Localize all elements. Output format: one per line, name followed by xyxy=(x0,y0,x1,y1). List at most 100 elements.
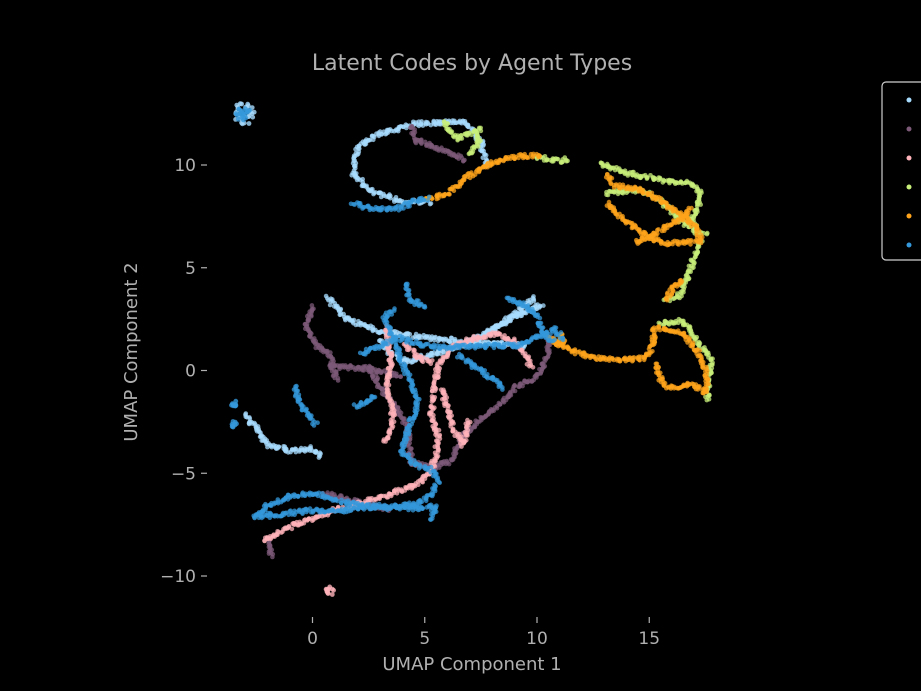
scatter-point xyxy=(410,198,415,203)
scatter-point xyxy=(695,186,700,192)
y-tick-label: −10 xyxy=(160,567,196,587)
scatter-point xyxy=(429,394,435,399)
scatter-point xyxy=(486,341,491,347)
scatter-point xyxy=(338,508,343,514)
scatter-point xyxy=(401,124,406,130)
scatter-point xyxy=(466,151,472,157)
scatter-point xyxy=(707,393,712,398)
scatter-point xyxy=(391,408,397,413)
scatter-point xyxy=(458,136,463,141)
scatter-point xyxy=(556,332,561,338)
scatter-point xyxy=(481,330,486,336)
scatter-point xyxy=(421,355,426,360)
scatter-point xyxy=(497,402,503,407)
scatter-point xyxy=(355,500,361,506)
scatter-point xyxy=(469,170,474,175)
scatter-point xyxy=(418,302,423,307)
scatter-point xyxy=(387,505,393,510)
scatter-point xyxy=(614,212,620,217)
scatter-point xyxy=(308,444,313,449)
scatter-point xyxy=(461,438,467,443)
scatter-point xyxy=(512,156,517,162)
scatter-point xyxy=(694,203,700,209)
scatter-point xyxy=(246,121,252,126)
scatter-point xyxy=(295,494,301,500)
scatter-point xyxy=(323,586,329,592)
scatter-point xyxy=(675,386,681,391)
scatter-point xyxy=(362,365,367,370)
scatter-point xyxy=(447,339,452,345)
scatter-point xyxy=(450,428,456,434)
scatter-point xyxy=(356,318,361,324)
scatter-point xyxy=(370,186,375,192)
scatter-point xyxy=(606,199,612,205)
y-axis-label: UMAP Component 2 xyxy=(121,262,142,441)
scatter-point xyxy=(458,120,463,125)
scatter-point xyxy=(369,133,375,139)
scatter-point xyxy=(372,506,378,511)
scatter-point xyxy=(527,363,532,369)
scatter-point xyxy=(445,121,450,126)
scatter-point xyxy=(463,359,469,365)
scatter-point xyxy=(434,438,439,444)
scatter-point xyxy=(328,296,334,302)
scatter-point xyxy=(416,466,422,471)
scatter-point xyxy=(235,116,241,122)
legend-marker xyxy=(906,213,912,219)
scatter-point xyxy=(676,316,682,322)
scatter-point xyxy=(663,296,669,302)
scatter-point xyxy=(408,337,413,343)
scatter-point xyxy=(630,225,636,230)
scatter-point xyxy=(388,207,394,213)
scatter-point xyxy=(465,171,470,177)
scatter-point xyxy=(410,341,415,346)
scatter-point xyxy=(247,416,253,421)
scatter-point xyxy=(478,344,484,349)
scatter-point xyxy=(410,126,416,131)
scatter-point xyxy=(407,417,412,422)
scatter-point xyxy=(480,155,486,161)
scatter-point xyxy=(476,144,481,149)
scatter-point xyxy=(478,147,483,153)
scatter-point xyxy=(293,446,298,452)
scatter-point xyxy=(266,551,272,556)
scatter-point xyxy=(283,446,289,452)
scatter-point xyxy=(675,294,681,300)
scatter-point xyxy=(637,358,642,363)
scatter-point xyxy=(611,185,617,190)
scatter-point xyxy=(303,407,309,413)
scatter-point xyxy=(501,344,507,350)
scatter-point xyxy=(521,300,526,305)
y-tick-label: 5 xyxy=(185,259,196,279)
scatter-point xyxy=(327,302,333,308)
scatter-point xyxy=(673,207,678,212)
scatter-point xyxy=(279,530,284,535)
scatter-point xyxy=(620,216,626,221)
scatter-point xyxy=(436,345,442,351)
scatter-point xyxy=(529,378,535,384)
scatter-point xyxy=(394,128,399,133)
scatter-point xyxy=(512,383,517,389)
scatter-point xyxy=(451,120,456,126)
axes: 0 5 10 15 10 5 0 −5 −10 xyxy=(160,156,660,649)
legend-marker xyxy=(906,126,912,132)
scatter-point xyxy=(397,349,402,354)
scatter-point xyxy=(455,354,460,360)
scatter-point xyxy=(682,322,688,328)
scatter-point xyxy=(415,479,421,484)
scatter-point xyxy=(484,157,489,162)
scatter-point xyxy=(652,175,657,181)
scatter-point xyxy=(371,327,376,333)
scatter-point xyxy=(258,434,264,439)
scatter-point xyxy=(363,400,368,405)
scatter-point xyxy=(325,296,330,301)
scatter-point xyxy=(589,353,595,359)
scatter-point xyxy=(552,337,557,343)
scatter-point xyxy=(421,197,426,202)
scatter-point xyxy=(694,226,700,232)
scatter-point xyxy=(376,190,382,196)
scatter-point xyxy=(449,153,455,158)
scatter-point xyxy=(404,292,409,298)
scatter-point xyxy=(674,330,680,335)
scatter-point xyxy=(465,420,471,426)
